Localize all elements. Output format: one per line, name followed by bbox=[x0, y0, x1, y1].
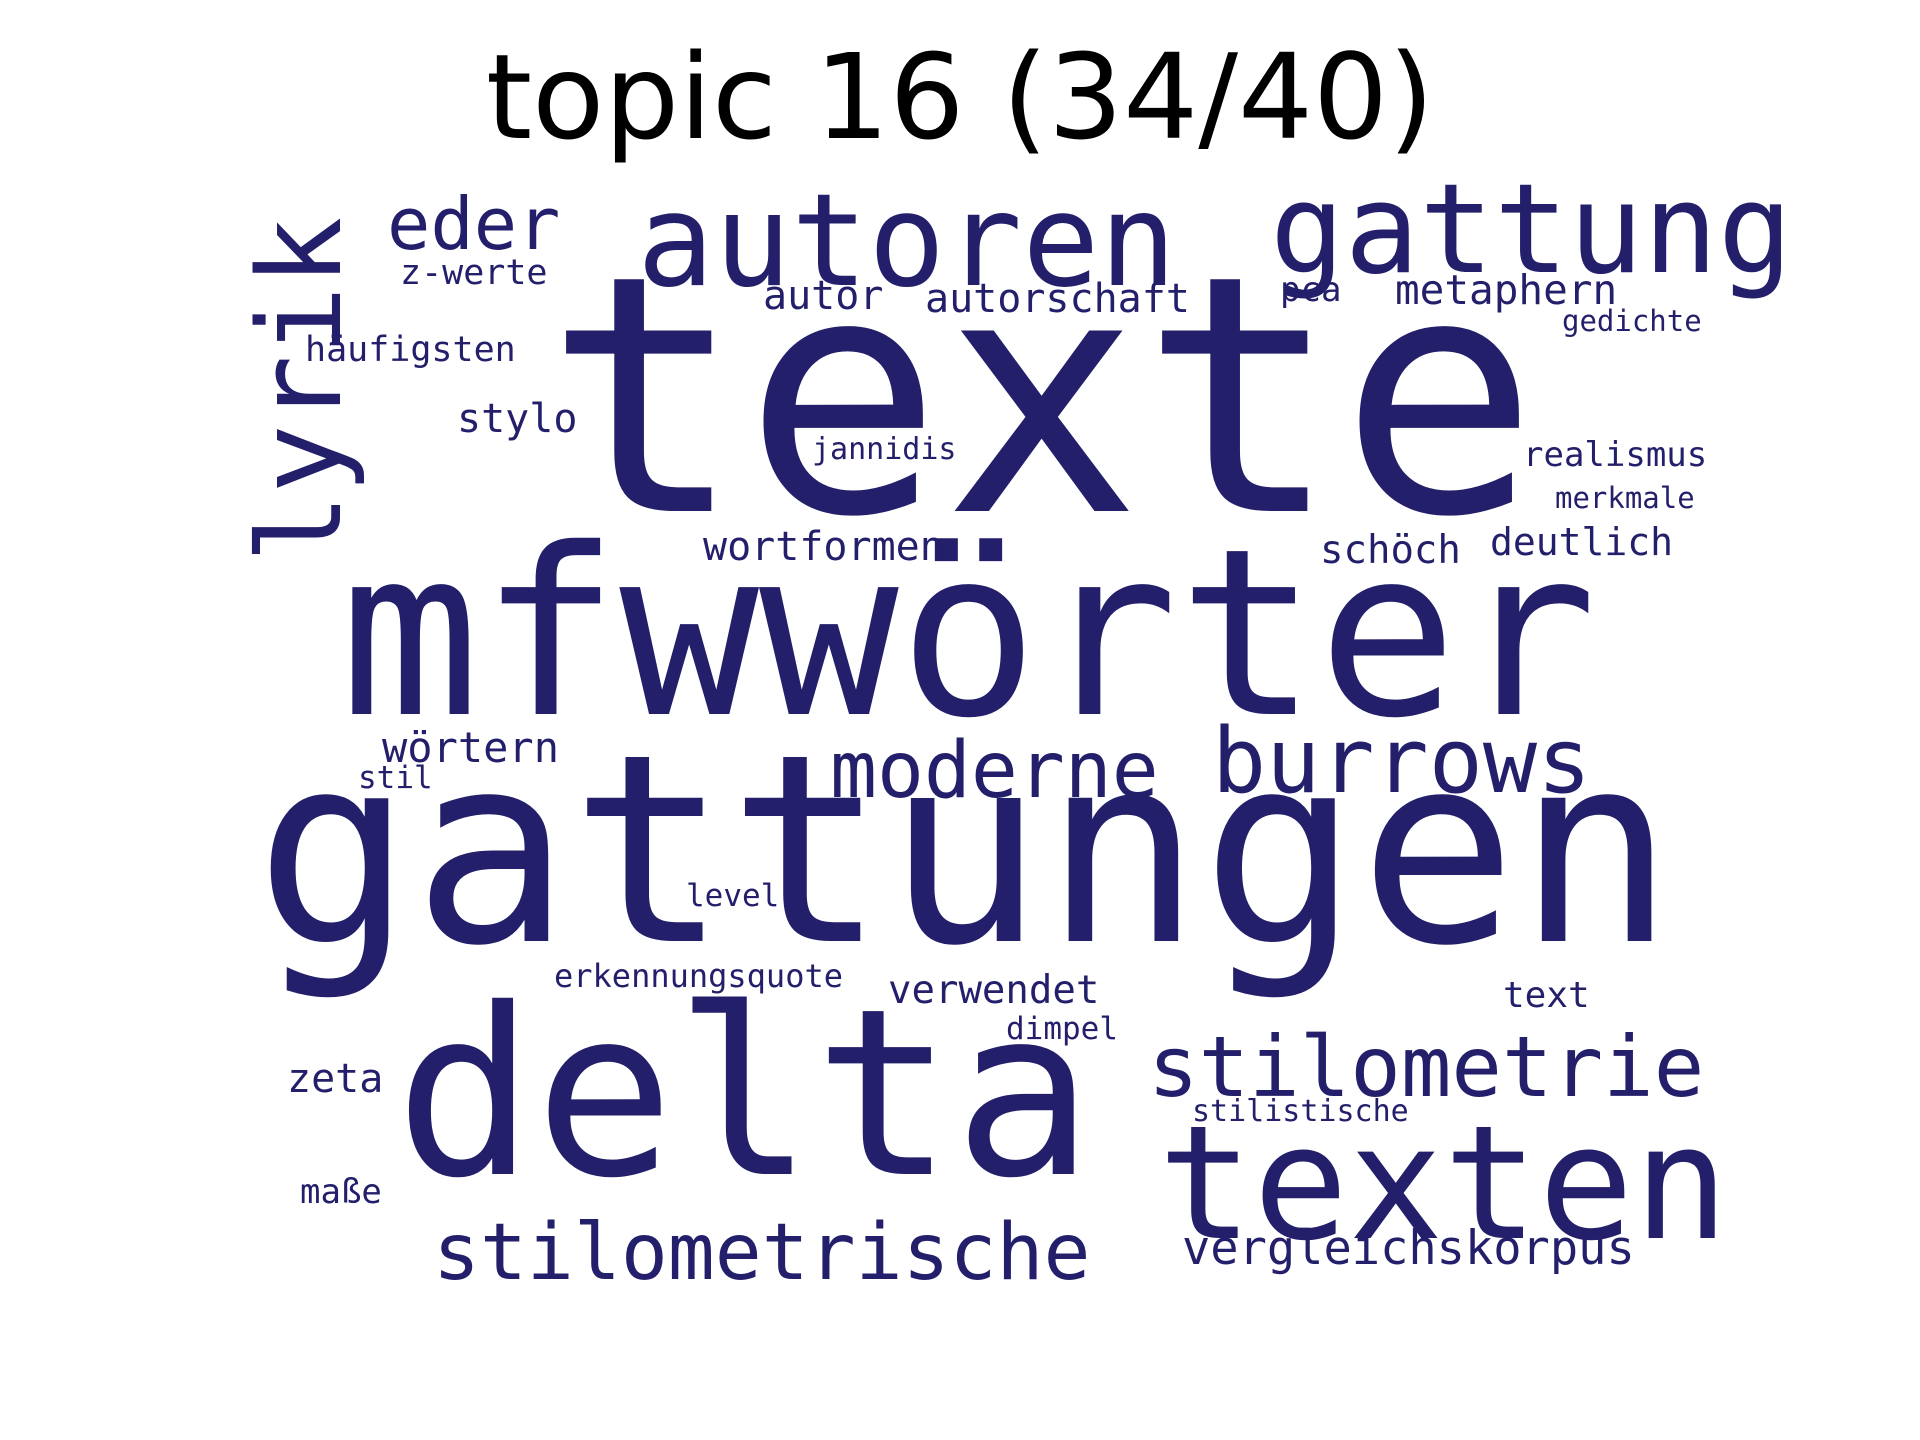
word-masse: maße bbox=[300, 1172, 382, 1212]
word-deutlich: deutlich bbox=[1490, 520, 1674, 564]
word-texte: texte bbox=[545, 205, 1539, 589]
word-text: text bbox=[1503, 975, 1590, 1016]
word-dimpel: dimpel bbox=[1006, 1011, 1118, 1047]
word-realismus: realismus bbox=[1523, 435, 1708, 475]
word-verwendet: verwendet bbox=[888, 968, 1100, 1013]
word-stylo: stylo bbox=[457, 396, 578, 442]
word-schoech: schöch bbox=[1320, 528, 1461, 573]
word-merkmale: merkmale bbox=[1555, 481, 1695, 515]
word-pca: pca bbox=[1280, 270, 1342, 310]
word-gedichte: gedichte bbox=[1562, 304, 1702, 338]
word-gattung: gattung bbox=[1270, 158, 1793, 302]
word-delta: delta bbox=[395, 959, 1094, 1229]
word-autor: autor bbox=[763, 273, 884, 319]
word-woertern: wörtern bbox=[382, 723, 560, 772]
word-texten: texten bbox=[1158, 1092, 1729, 1276]
word-lyrik: lyrik bbox=[234, 216, 368, 563]
word-level: level bbox=[686, 878, 780, 914]
word-moderne: moderne bbox=[830, 726, 1159, 816]
word-stilistische: stilistische bbox=[1192, 1094, 1409, 1129]
word-autoren: autoren bbox=[637, 167, 1177, 316]
word-stil: stil bbox=[358, 760, 433, 796]
word-vergleichskorpus: vergleichskorpus bbox=[1182, 1221, 1635, 1276]
word-stilometrische: stilometrische bbox=[433, 1208, 1091, 1298]
word-wortformen: wortformen bbox=[703, 524, 944, 570]
word-erkennungsquote: erkennungsquote bbox=[554, 957, 843, 995]
word-jannidis: jannidis bbox=[812, 432, 957, 467]
word-autorschaft: autorschaft bbox=[925, 276, 1190, 322]
chart-title: topic 16 (34/40) bbox=[485, 28, 1435, 166]
word-stilometrie: stilometrie bbox=[1148, 1018, 1705, 1116]
word-eder: eder bbox=[387, 182, 561, 266]
word-zeta: zeta bbox=[287, 1056, 384, 1102]
word-haeufigsten: häufigsten bbox=[305, 330, 516, 370]
word-mfwwoerter: mfwwörter bbox=[340, 499, 1598, 769]
word-metaphern: metaphern bbox=[1395, 266, 1618, 314]
word-z-werte: z-werte bbox=[400, 253, 548, 293]
word-gattungen: gattungen bbox=[255, 698, 1675, 1003]
word-burrows: burrows bbox=[1212, 709, 1592, 814]
